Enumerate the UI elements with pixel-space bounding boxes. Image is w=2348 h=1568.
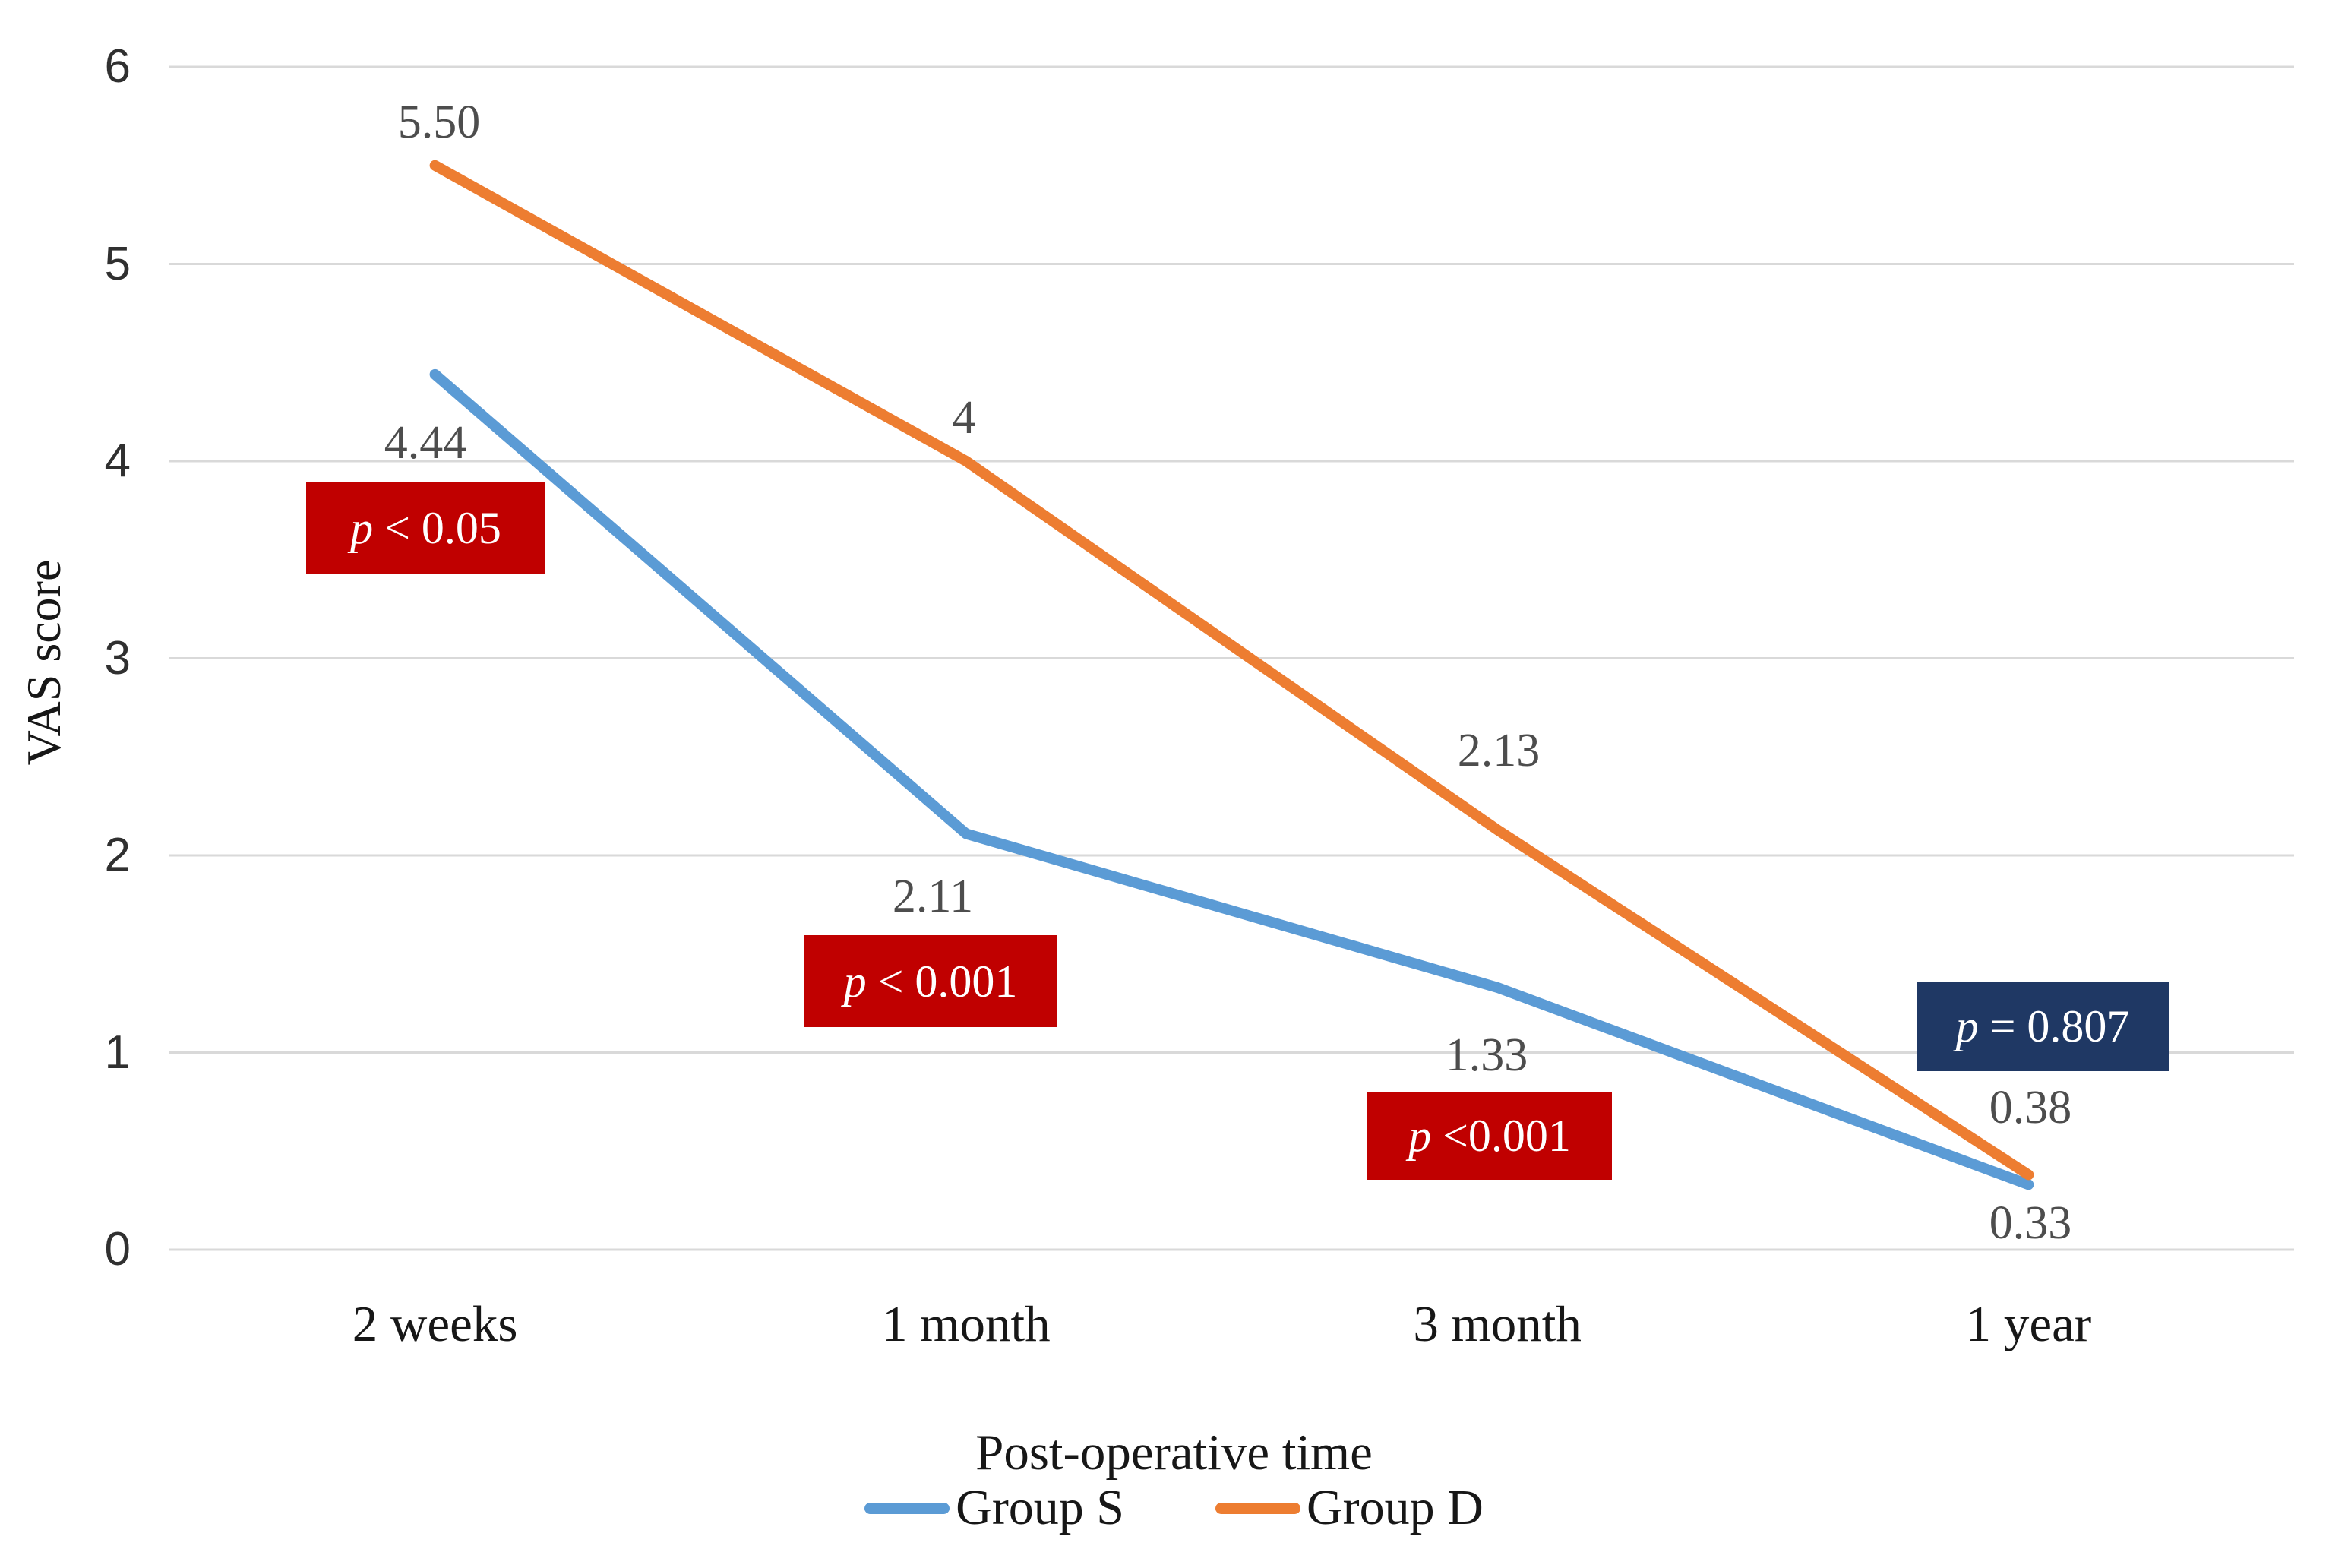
y-tick-4: 4 (104, 435, 131, 487)
data-label-group-s-2-weeks: 4.44 (384, 417, 467, 469)
data-label-group-s-1-month: 2.11 (892, 871, 974, 922)
series-line-group-s (429, 368, 2034, 1190)
data-label-group-s-1-year: 0.33 (1989, 1197, 2072, 1249)
y-tick-3: 3 (104, 631, 131, 684)
legend-item-group-s: Group S (864, 1483, 1124, 1533)
y-axis-title: VAS score (17, 559, 71, 766)
data-label-group-d-1-year: 0.38 (1989, 1082, 2072, 1133)
y-tick-5: 5 (104, 237, 131, 290)
x-tick-1-year: 1 year (1965, 1296, 2092, 1352)
p-value-box-3: p <0.001 (1367, 1092, 1612, 1180)
data-label-group-d-1-month: 4 (952, 392, 976, 444)
legend: Group S Group D (0, 1483, 2348, 1533)
group-d-line-marker (1215, 1502, 1301, 1514)
legend-label-group-s: Group S (956, 1480, 1125, 1535)
data-label-group-d-3-month: 2.13 (1457, 725, 1541, 776)
group-s-line-marker (864, 1502, 950, 1514)
x-tick-1-month: 1 month (882, 1296, 1051, 1352)
data-label-group-d-2-weeks: 5.50 (397, 96, 481, 148)
y-tick-1: 1 (104, 1026, 131, 1079)
series-line-group-d (429, 160, 2034, 1181)
y-tick-2: 2 (104, 829, 131, 881)
legend-item-group-d: Group D (1215, 1483, 1484, 1533)
data-label-group-s-3-month: 1.33 (1445, 1029, 1528, 1081)
p-value-box-2: p < 0.001 (804, 935, 1057, 1027)
y-tick-6: 6 (104, 40, 131, 93)
y-tick-0: 0 (104, 1223, 131, 1276)
x-tick-3-month: 3 month (1413, 1296, 1582, 1352)
p-value-box-1: p < 0.05 (306, 482, 545, 574)
legend-label-group-d: Group D (1307, 1480, 1484, 1535)
x-axis-title: Post-operative time (975, 1424, 1373, 1481)
p-value-box-4: p = 0.807 (1917, 982, 2169, 1071)
x-tick-2-weeks: 2 weeks (352, 1296, 518, 1352)
